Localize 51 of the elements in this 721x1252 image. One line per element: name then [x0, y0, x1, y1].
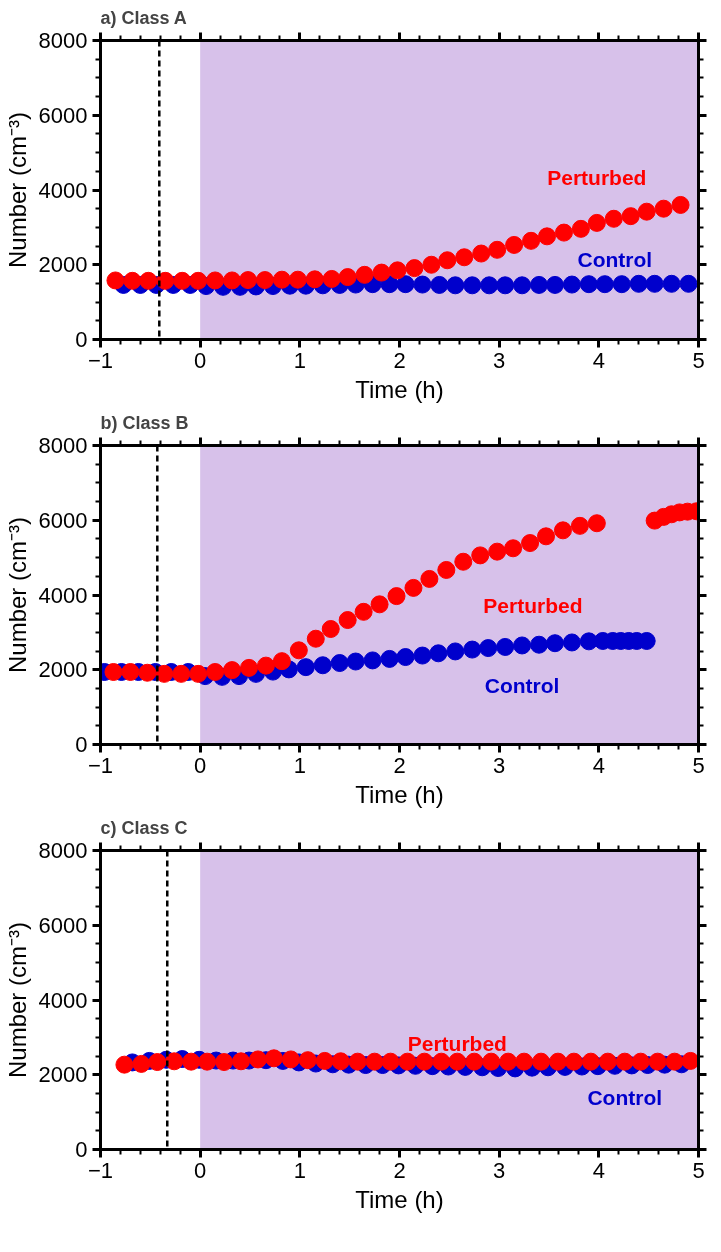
- chart-title: c) Class C: [100, 817, 188, 838]
- series-label: Control: [587, 1086, 663, 1110]
- x-tick-label: 1: [293, 1157, 306, 1183]
- y-tick-label: 2000: [38, 657, 88, 683]
- y-tick-label: 0: [75, 732, 88, 757]
- chart-title: b) Class B: [100, 412, 189, 433]
- x-tick-label: 3: [493, 752, 506, 778]
- series-label: Perturbed: [483, 593, 583, 617]
- y-tick-label: 8000: [38, 433, 88, 458]
- y-tick-label: 8000: [38, 838, 88, 863]
- y-tick-label: 2000: [38, 252, 88, 278]
- x-tick-label: −1: [87, 1157, 114, 1183]
- y-tick-label: 6000: [38, 507, 88, 533]
- x-tick-label: 5: [692, 347, 705, 373]
- chart-title: a) Class A: [100, 7, 187, 28]
- x-tick-label: 3: [493, 1157, 506, 1183]
- y-axis-title: Number (cm⁻³): [3, 112, 31, 268]
- x-tick-label: −1: [87, 752, 114, 778]
- x-axis-title: Time (h): [355, 780, 444, 808]
- series-label: Control: [577, 247, 653, 271]
- x-tick-label: 5: [692, 752, 705, 778]
- x-tick-label: 0: [194, 347, 207, 373]
- x-tick-label: 4: [592, 1157, 605, 1183]
- x-tick-label: 1: [293, 752, 306, 778]
- y-tick-label: 6000: [38, 102, 88, 128]
- y-tick-label: 8000: [38, 28, 88, 53]
- x-tick-label: 3: [493, 347, 506, 373]
- x-tick-label: 5: [692, 1157, 705, 1183]
- y-tick-label: 4000: [38, 987, 88, 1013]
- x-tick-label: 0: [194, 1157, 207, 1183]
- y-tick-label: 4000: [38, 177, 88, 203]
- x-tick-label: 0: [194, 752, 207, 778]
- y-tick-label: 2000: [38, 1062, 88, 1088]
- x-tick-label: 1: [293, 347, 306, 373]
- x-tick-label: 4: [592, 752, 605, 778]
- y-tick-label: 6000: [38, 912, 88, 938]
- x-tick-label: 2: [393, 1157, 406, 1183]
- series-label: Perturbed: [547, 166, 647, 190]
- x-tick-label: 2: [393, 752, 406, 778]
- x-tick-label: 4: [592, 347, 605, 373]
- series-label: Control: [484, 673, 560, 697]
- x-axis-title: Time (h): [355, 375, 444, 403]
- y-axis-title: Number (cm⁻³): [3, 922, 31, 1078]
- x-tick-label: 2: [393, 347, 406, 373]
- y-tick-label: 0: [75, 1137, 88, 1162]
- series-label: Perturbed: [407, 1032, 507, 1056]
- x-axis-title: Time (h): [355, 1185, 444, 1213]
- y-axis-title: Number (cm⁻³): [3, 517, 31, 673]
- x-tick-label: −1: [87, 347, 114, 373]
- y-tick-label: 0: [75, 327, 88, 352]
- y-tick-label: 4000: [38, 582, 88, 608]
